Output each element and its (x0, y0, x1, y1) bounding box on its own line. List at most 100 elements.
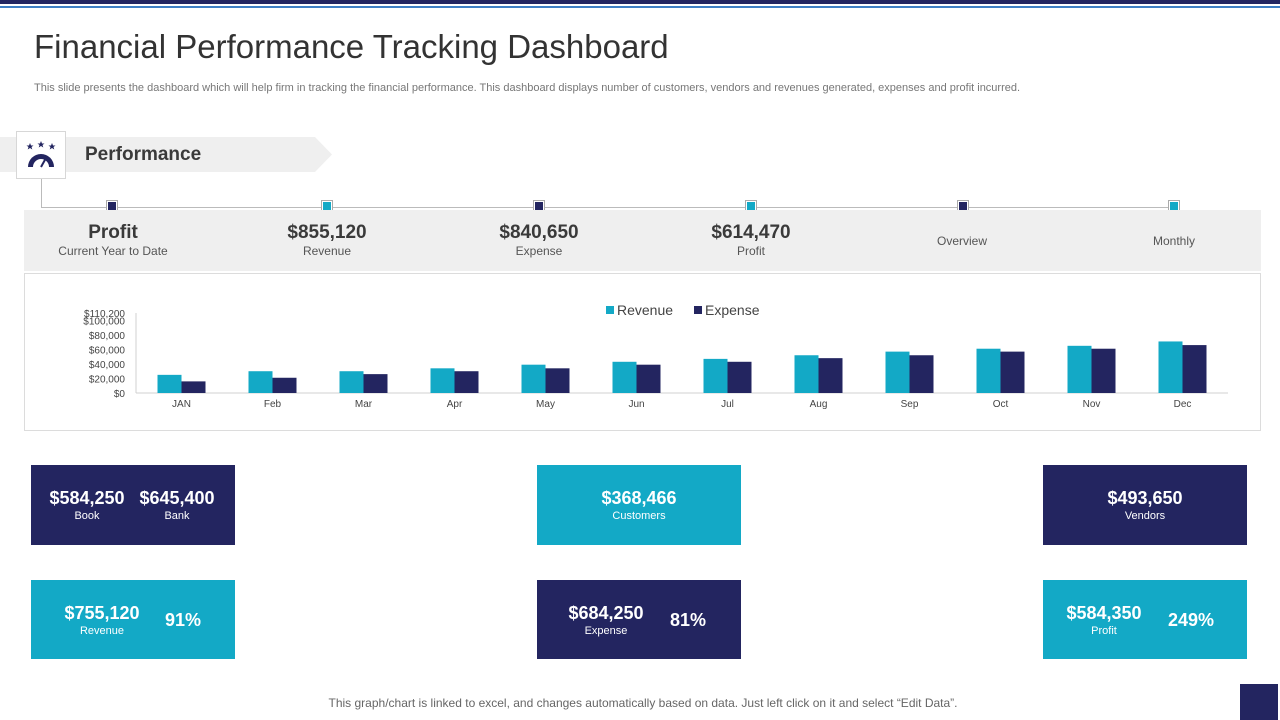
bar-revenue (612, 361, 637, 393)
x-tick-label: Jun (628, 399, 644, 410)
expense-value: $684,250 (568, 603, 644, 623)
book-value: $584,250 (49, 488, 125, 508)
profit-label: Profit (1091, 625, 1117, 637)
kpi-value: Profit (88, 222, 138, 243)
top-rule-blue (0, 6, 1280, 8)
kpi-label: Revenue (302, 244, 352, 258)
bar-revenue (157, 374, 182, 393)
bar-expense (272, 377, 297, 393)
x-tick-label: May (536, 399, 555, 410)
kpi-label: Current Year to Date (58, 244, 168, 258)
kpi-label[interactable]: Overview (936, 234, 987, 248)
legend-swatch (694, 306, 702, 314)
bar-revenue (794, 355, 819, 393)
x-tick-label: Oct (993, 399, 1009, 410)
y-tick-label: $60,000 (89, 345, 126, 356)
y-tick-label: $100,000 (83, 316, 125, 327)
card-expense: $684,250 Expense 81% (537, 580, 741, 659)
kpi-monthly[interactable]: Monthly (1074, 222, 1274, 248)
kpi-expense: $840,650 Expense (439, 222, 639, 258)
kpi-revenue: $855,120 Revenue (227, 222, 427, 258)
x-tick-label: Aug (810, 399, 828, 410)
card-customers: $368,466 Customers (537, 465, 741, 545)
bar-expense (818, 358, 843, 393)
revenue-label: Revenue (79, 625, 125, 637)
performance-icon-box (16, 131, 66, 179)
performance-label: Performance (85, 144, 202, 165)
bar-revenue (703, 358, 728, 393)
x-tick-label: Mar (355, 399, 373, 410)
vendors-label: Vendors (1124, 510, 1166, 522)
vendors-value: $493,650 (1107, 488, 1183, 508)
y-tick-label: $40,000 (89, 360, 126, 371)
footer-note: This graph/chart is linked to excel, and… (328, 696, 958, 710)
connector-line-horizontal (41, 207, 1174, 208)
profit-value: $584,350 (1066, 603, 1142, 623)
kpi-label: Profit (736, 244, 765, 258)
card-profit: $584,350 Profit 249% (1043, 580, 1247, 659)
x-tick-label: Apr (447, 399, 463, 410)
kpi-label[interactable]: Monthly (1152, 234, 1196, 248)
x-tick-label: Sep (901, 399, 919, 410)
connector-line-vertical (41, 179, 42, 207)
revenue-value: $755,120 (64, 603, 140, 623)
bar-expense (181, 381, 206, 393)
customers-value: $368,466 (601, 488, 677, 508)
chart-panel: $0 $20,000 $40,000 $60,000 $80,000 $100,000 $1… (24, 273, 1261, 431)
page-subtitle: This slide presents the dashboard which … (34, 82, 1021, 94)
bar-expense (1091, 348, 1116, 393)
kpi-value: $855,120 (287, 222, 367, 243)
bar-expense (727, 361, 752, 393)
kpi-value: $840,650 (499, 222, 579, 243)
kpi-profit: $614,470 Profit (651, 222, 851, 258)
book-label: Book (74, 510, 100, 522)
x-tick-label: Dec (1174, 399, 1192, 410)
customers-label: Customers (612, 510, 666, 522)
kpi-profit-ytd: Profit Current Year to Date (13, 222, 213, 258)
kpi-label: Expense (515, 244, 563, 258)
profit-percent: 249% (1168, 610, 1215, 630)
x-tick-label: Jul (721, 399, 734, 410)
top-rule-dark (0, 0, 1280, 4)
revenue-expense-bar-chart[interactable]: $0 $20,000 $40,000 $60,000 $80,000 $100,000$1… (25, 274, 1260, 430)
expense-percent: 81% (670, 610, 707, 630)
legend-label: Expense (705, 302, 760, 318)
card-vendors: $493,650 Vendors (1043, 465, 1247, 545)
y-tick-label: $20,000 (89, 374, 126, 385)
bar-revenue (976, 348, 1001, 393)
x-tick-label: Feb (264, 399, 282, 410)
bar-expense (363, 374, 388, 393)
legend-swatch (606, 306, 614, 314)
card-revenue: $755,120 Revenue 91% (31, 580, 235, 659)
bar-expense (1000, 351, 1025, 393)
bar-revenue (521, 364, 546, 393)
expense-label: Expense (584, 625, 628, 637)
x-tick-label: Nov (1083, 399, 1101, 410)
bar-expense (454, 371, 479, 393)
speedometer-stars-icon (26, 141, 56, 168)
y-tick-label: $110,200 (84, 309, 125, 320)
kpi-overview[interactable]: Overview (862, 222, 1062, 248)
bar-revenue (885, 351, 910, 393)
card-book-bank: $584,250 Book $645,400 Bank (31, 465, 235, 545)
bar-revenue (430, 368, 455, 393)
x-tick-label: JAN (172, 399, 191, 410)
kpi-value: $614,470 (711, 222, 791, 243)
legend-label: Revenue (617, 302, 673, 318)
y-tick-label: $0 (114, 389, 126, 400)
revenue-percent: 91% (165, 610, 202, 630)
bar-revenue (339, 371, 364, 393)
bar-expense (545, 368, 570, 393)
y-tick-label: $80,000 (89, 331, 126, 342)
bar-expense (909, 355, 934, 393)
kpi-band (24, 210, 1261, 271)
bank-value: $645,400 (139, 488, 215, 508)
bar-revenue (1158, 341, 1183, 393)
corner-block (1240, 684, 1278, 720)
page-title: Financial Performance Tracking Dashboard (34, 28, 669, 65)
bar-expense (1182, 345, 1207, 393)
bar-expense (636, 364, 661, 393)
bar-revenue (1067, 345, 1092, 393)
bank-label: Bank (164, 510, 190, 522)
bar-revenue (248, 371, 273, 393)
